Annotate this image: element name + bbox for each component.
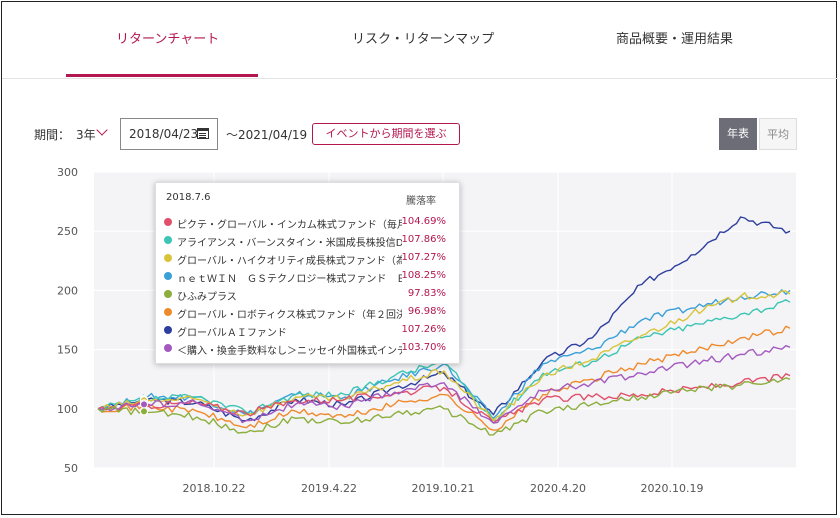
tooltip-value: 107.26% [401,324,447,335]
y-tick-label: 200 [57,284,78,297]
calendar-icon[interactable] [197,128,209,139]
tooltip-row: ＜購入・換金手数料なし＞ニッセイ外国株式インデ… 103.70% [164,341,454,357]
tooltip-value: 104.69% [401,216,447,227]
tab-return-chart[interactable]: リターンチャート [116,32,220,47]
period-label: 期間： [34,128,71,142]
annual-button[interactable]: 年表 [719,118,757,150]
legend-dot-icon [164,254,172,262]
tooltip-value: 103.70% [401,342,447,353]
tooltip-row: ひふみプラス 97.83% [164,287,454,303]
tooltip-row: グローバル・ハイクオリティ成長株式ファンド（為… 107.27% [164,251,454,267]
tooltip-value: 97.83% [407,288,446,299]
legend-dot-icon [164,236,172,244]
tooltip-fund-name: ピクテ・グローバル・インカム株式ファンド（毎月… [177,220,402,231]
y-tick-label: 300 [57,166,78,179]
tooltip-row: ｎｅｔＷＩＮ ＧＳテクノロジー株式ファンド Ｂ… 108.25% [164,269,454,285]
tab-product-overview[interactable]: 商品概要・運用結果 [616,32,734,47]
tooltip-fund-name: グローバルＡＩファンド [177,328,287,339]
tooltip-row: アライアンス・バーンスタイン・米国成長株投信D… 107.86% [164,233,454,249]
x-tick-label: 2020.10.19 [641,482,704,495]
legend-dot-icon [164,326,172,334]
tooltip-row: ピクテ・グローバル・インカム株式ファンド（毎月… 104.69% [164,215,454,231]
y-tick-label: 100 [57,403,78,416]
legend-dot-icon [164,308,172,316]
average-button[interactable]: 平均 [759,118,797,150]
x-tick-label: 2019.10.21 [412,482,475,495]
tooltip-header: 騰落率 [406,196,436,207]
tooltip-value: 107.86% [401,234,447,245]
hover-point-marker [140,407,148,416]
start-date-field[interactable]: 2018/04/23 [120,118,218,150]
hover-point-marker [140,400,148,409]
tooltip-row: グローバル・ロボティクス株式ファンド（年２回決… 96.98% [164,305,454,321]
active-tab-indicator [66,74,258,77]
end-date-label: 〜2021/04/19 [226,128,308,142]
hover-tooltip: 2018.7.6 騰落率 ピクテ・グローバル・インカム株式ファンド（毎月… 104… [155,182,460,364]
tooltip-fund-name: グローバル・ロボティクス株式ファンド（年２回決… [177,310,402,321]
y-tick-label: 250 [57,225,78,238]
start-date-value: 2018/04/23 [129,127,199,141]
tooltip-value: 108.25% [401,270,447,281]
tooltip-fund-name: グローバル・ハイクオリティ成長株式ファンド（為… [177,256,402,267]
tooltip-fund-name: ｎｅｔＷＩＮ ＧＳテクノロジー株式ファンド Ｂ… [177,274,402,285]
y-tick-label: 150 [57,344,78,357]
tab-bar: リターンチャート リスク・リターンマップ 商品概要・運用結果 [2,2,838,79]
legend-dot-icon [164,272,172,280]
x-tick-label: 2019.4.22 [301,482,357,495]
tooltip-value: 96.98% [407,306,446,317]
series-line [97,325,791,431]
tooltip-fund-name: アライアンス・バーンスタイン・米国成長株投信D… [177,238,402,249]
x-tick-label: 2018.10.22 [183,482,246,495]
y-tick-label: 50 [64,462,78,475]
legend-dot-icon [164,290,172,298]
series-line [97,377,791,436]
tooltip-value: 107.27% [401,252,447,263]
select-period-by-event-button[interactable]: イベントから期間を選ぶ [312,123,460,145]
series-line [97,345,791,424]
tooltip-row: グローバルＡＩファンド 107.26% [164,323,454,339]
tooltip-fund-name: ＜購入・換金手数料なし＞ニッセイ外国株式インデ… [177,346,402,357]
tooltip-date: 2018.7.6 [166,192,211,203]
legend-dot-icon [164,218,172,226]
tooltip-fund-name: ひふみプラス [177,292,237,303]
x-tick-label: 2020.4.20 [530,482,586,495]
tab-risk-return-map[interactable]: リスク・リターンマップ [352,32,495,47]
legend-dot-icon [164,344,172,352]
period-select[interactable]: 3年 [76,128,96,142]
